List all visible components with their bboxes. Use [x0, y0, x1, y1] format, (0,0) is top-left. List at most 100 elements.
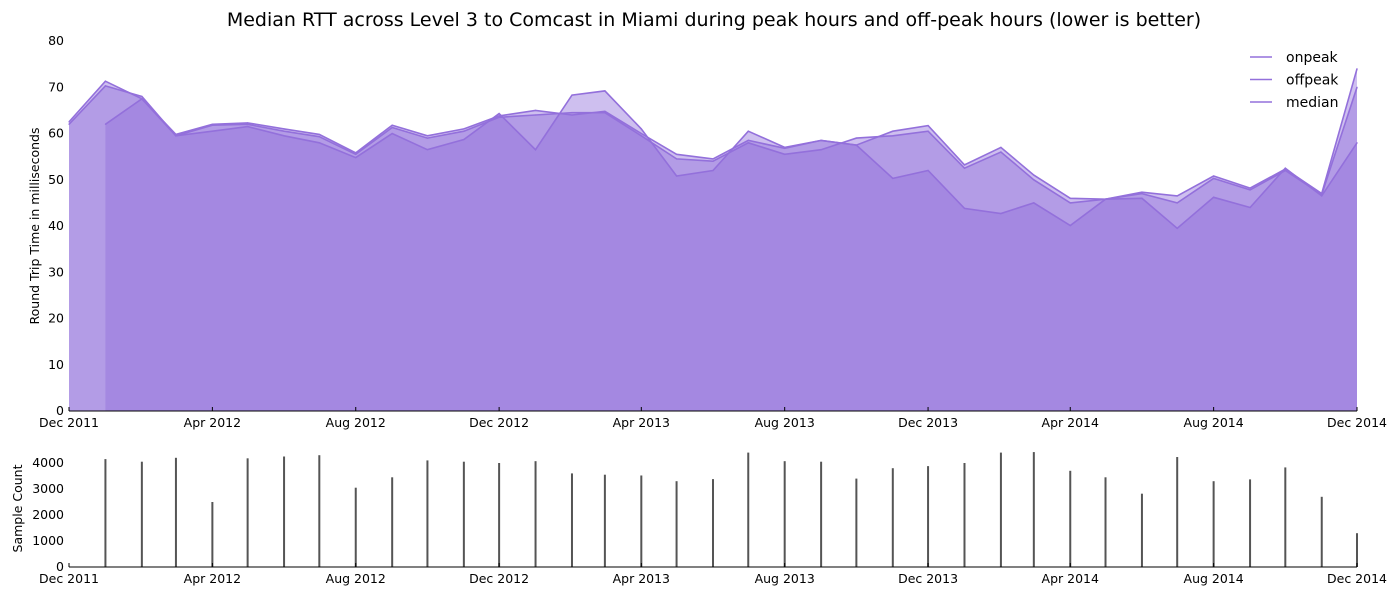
point-onpeak: [640, 128, 642, 130]
area-median: [69, 85, 1357, 412]
sample-bar: [1356, 533, 1358, 567]
sample-bar: [783, 461, 786, 567]
sample-bar: [963, 463, 966, 567]
point-median: [1000, 151, 1002, 153]
sub-x-tick-label: Apr 2012: [184, 571, 241, 586]
y-tick-label: 60: [48, 126, 64, 141]
area-offpeak: [69, 68, 1357, 412]
x-tick-label: Apr 2014: [1042, 415, 1099, 430]
sub-y-tick-label: 0: [56, 559, 64, 574]
point-median: [892, 135, 894, 137]
point-median: [747, 142, 749, 144]
sample-bar: [603, 474, 606, 567]
point-offpeak: [534, 109, 537, 111]
point-offpeak: [571, 114, 573, 116]
point-onpeak: [211, 130, 213, 132]
point-onpeak: [1176, 227, 1178, 229]
point-median: [1284, 169, 1286, 172]
y-tick-label: 0: [56, 403, 64, 418]
point-median: [391, 126, 393, 129]
point-median: [283, 130, 285, 132]
point-offpeak: [1356, 68, 1358, 70]
x-tick-label: Dec 2011: [39, 415, 99, 430]
sample-bar: [1104, 477, 1107, 567]
sub-x-tick-label: Dec 2011: [39, 571, 99, 586]
x-tick-label: Dec 2012: [469, 415, 529, 430]
legend-label-onpeak: onpeak: [1286, 50, 1339, 66]
point-median: [604, 112, 606, 114]
sample-bar: [140, 461, 143, 567]
point-onpeak: [1033, 202, 1035, 204]
y-tick-label: 20: [48, 311, 64, 326]
sub-x-tick-label: Dec 2014: [1327, 571, 1387, 586]
sample-bar: [640, 475, 643, 567]
point-offpeak: [640, 132, 642, 135]
sample-bar: [1140, 493, 1143, 567]
sub-y-tick-label: 3000: [32, 481, 64, 496]
sample-bar: [1212, 481, 1215, 567]
point-offpeak: [892, 130, 894, 132]
y-axis-label: Round Trip Time in milliseconds: [27, 128, 42, 325]
sample-bar: [999, 452, 1002, 567]
point-offpeak: [1033, 174, 1035, 176]
x-tick-label: Aug 2012: [326, 415, 386, 430]
sample-bar: [211, 502, 214, 567]
point-offpeak: [141, 98, 143, 100]
legend: onpeak offpeak median: [1250, 50, 1339, 111]
sample-bar: [1284, 467, 1287, 567]
point-onpeak: [1213, 196, 1215, 198]
point-median: [1249, 189, 1251, 191]
main-axes: 0 10 20 30 40 50 60 70 80 Dec 2011 Apr 2012 Aug 201…: [27, 33, 1387, 430]
sample-bar: [391, 477, 394, 567]
point-offpeak: [1284, 168, 1286, 170]
x-tick-label: Apr 2013: [613, 415, 670, 430]
sample-bar: [1320, 496, 1323, 567]
point-onpeak: [892, 177, 894, 179]
y-tick-label: 80: [48, 33, 64, 48]
x-tick-label: Apr 2012: [184, 415, 241, 430]
point-offpeak: [463, 128, 465, 130]
sample-count-bars: [104, 452, 1358, 567]
point-offpeak: [855, 144, 857, 146]
sample-bar: [498, 463, 501, 567]
sample-bar: [820, 461, 823, 567]
y-tick-label: 50: [48, 172, 64, 187]
y-tick-label: 40: [48, 218, 64, 233]
point-offpeak: [498, 115, 500, 117]
point-onpeak: [1000, 212, 1002, 215]
point-onpeak: [463, 138, 465, 141]
sub-y-tick-label: 1000: [32, 533, 64, 548]
point-offpeak: [1141, 191, 1143, 193]
point-offpeak: [318, 133, 320, 136]
point-onpeak: [1141, 197, 1143, 199]
point-median: [675, 158, 678, 160]
sub-x-tick-label: Aug 2013: [755, 571, 815, 586]
point-offpeak: [1176, 195, 1178, 197]
point-offpeak: [68, 121, 70, 123]
point-median: [1141, 193, 1143, 195]
point-offpeak: [1249, 187, 1251, 189]
chart-title: Median RTT across Level 3 to Comcast in …: [226, 9, 1202, 31]
point-onpeak: [283, 135, 285, 137]
point-onpeak: [1069, 224, 1071, 227]
line-onpeak: [104, 90, 1358, 230]
point-offpeak: [927, 125, 929, 127]
point-median: [820, 149, 822, 151]
sample-bar: [1249, 479, 1252, 567]
sub-y-tick-label: 4000: [32, 455, 64, 470]
sample-bar: [426, 460, 429, 567]
x-tick-label: Aug 2014: [1184, 415, 1244, 430]
point-median: [175, 135, 177, 137]
point-median: [1356, 86, 1358, 88]
sample-bar: [675, 481, 678, 567]
point-offpeak: [1000, 146, 1002, 148]
point-onpeak: [355, 156, 357, 159]
y-tick-label: 30: [48, 264, 64, 279]
sample-bar: [283, 456, 286, 567]
sub-x-tick-label: Aug 2014: [1184, 571, 1244, 586]
sample-bar: [174, 457, 177, 567]
point-median: [571, 112, 573, 114]
point-median: [1321, 193, 1323, 196]
point-median: [68, 123, 70, 125]
point-median: [855, 137, 857, 139]
